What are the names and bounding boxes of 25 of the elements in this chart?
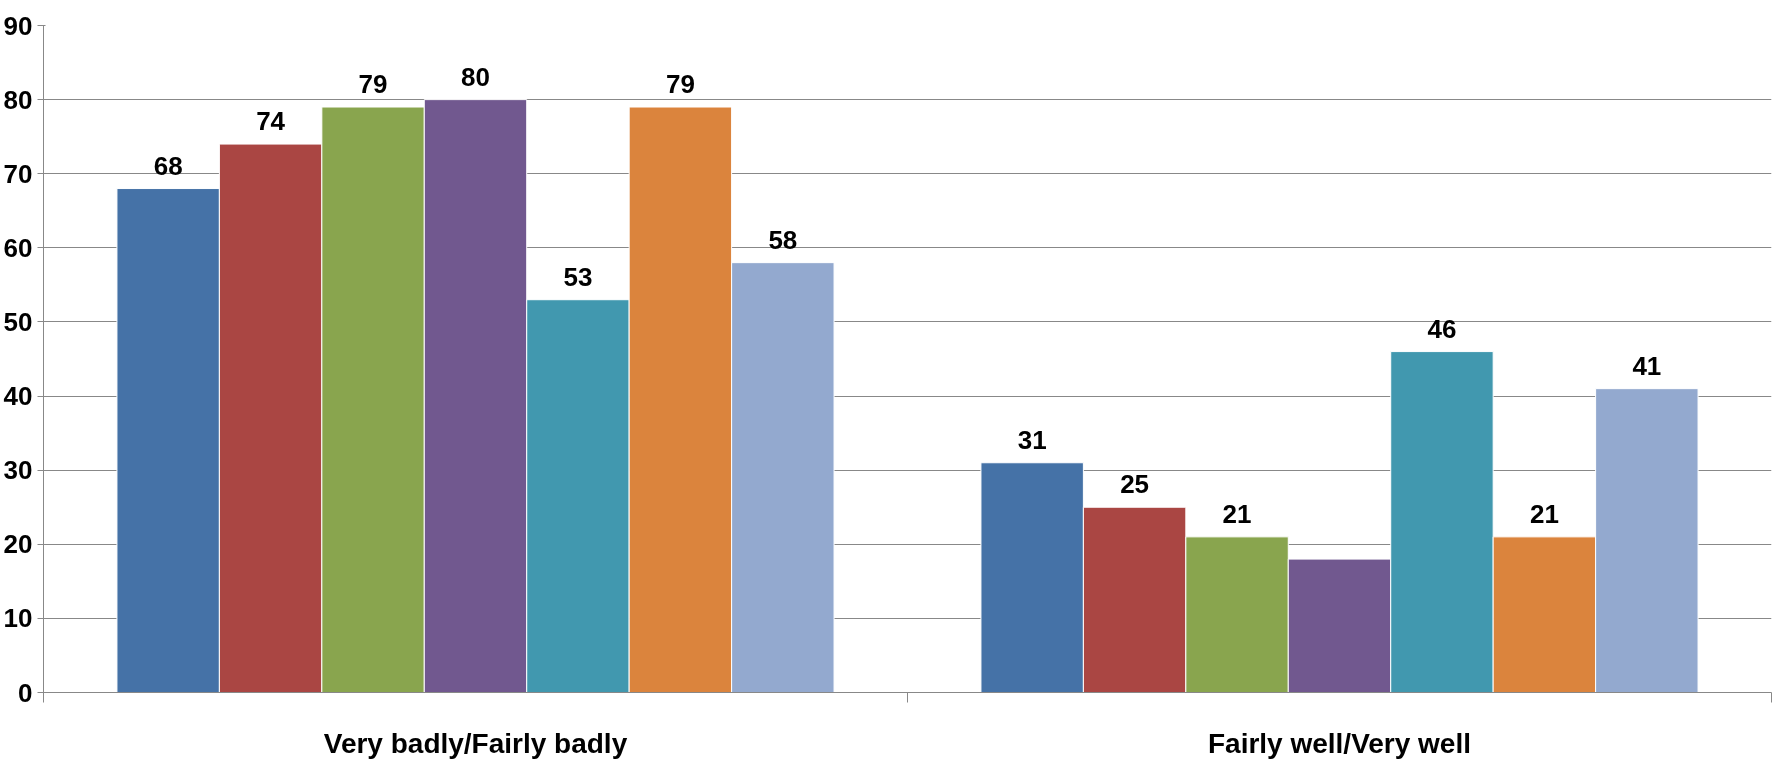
y-tick-label: 20 (3, 529, 33, 560)
data-label: 25 (1120, 469, 1150, 500)
data-label: 74 (256, 106, 286, 137)
y-tick-label: 90 (3, 10, 33, 41)
x-tick-label: Fairly well/Very well (1207, 727, 1472, 759)
y-tick-label: 70 (3, 158, 33, 189)
y-tick-label: 0 (18, 677, 33, 708)
data-label: 41 (1632, 350, 1662, 381)
y-tick-label: 80 (3, 84, 33, 115)
data-label: 79 (665, 69, 695, 100)
y-tick-label: 50 (3, 306, 33, 337)
data-label: 53 (563, 261, 593, 292)
data-label: 58 (768, 224, 798, 255)
data-label: 31 (1017, 424, 1047, 455)
data-label: 21 (1529, 498, 1559, 529)
data-label: 46 (1427, 313, 1457, 344)
data-label: 79 (358, 69, 388, 100)
data-label: 68 (153, 150, 183, 181)
y-tick-label: 30 (3, 455, 33, 486)
y-tick-label: 10 (3, 603, 33, 634)
y-tick-label: 40 (3, 381, 33, 412)
data-label: 80 (461, 61, 490, 92)
data-label: 21 (1222, 498, 1252, 529)
x-tick-label: Very badly/Fairly badly (323, 727, 628, 759)
y-tick-label: 60 (3, 232, 33, 263)
